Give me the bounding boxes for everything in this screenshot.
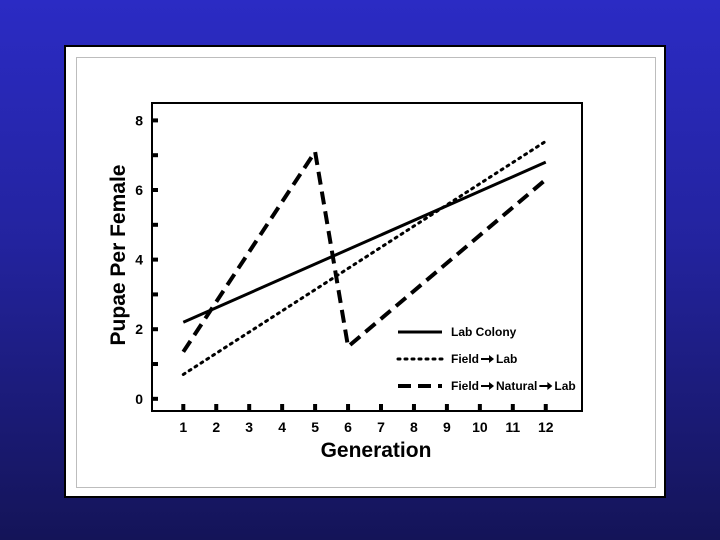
chart-panel xyxy=(76,57,656,488)
series-line-dotted xyxy=(181,139,548,376)
arrow-head-icon xyxy=(547,382,553,390)
y-tick-label: 6 xyxy=(135,182,143,198)
legend-label: Lab xyxy=(496,352,517,366)
legend-label: Natural xyxy=(496,379,537,393)
legend-label: Lab Colony xyxy=(451,325,517,339)
x-axis-title: Generation xyxy=(321,439,432,462)
series-line-dashed xyxy=(181,146,548,353)
legend-label: Lab xyxy=(554,379,575,393)
legend-label: Field xyxy=(451,379,479,393)
x-tick-label: 10 xyxy=(472,419,488,435)
x-tick-label: 3 xyxy=(245,419,253,435)
x-tick-label: 12 xyxy=(538,419,554,435)
y-tick-label: 2 xyxy=(135,321,143,337)
x-tick-label: 1 xyxy=(179,419,187,435)
x-tick-label: 4 xyxy=(278,419,286,435)
y-axis-title: Pupae Per Female xyxy=(107,165,130,346)
series-line-solid xyxy=(182,160,547,324)
x-tick-label: 6 xyxy=(344,419,352,435)
x-tick-label: 8 xyxy=(410,419,418,435)
y-tick-label: 8 xyxy=(135,112,143,128)
arrow-head-icon xyxy=(489,382,495,390)
y-tick-label: 0 xyxy=(135,391,143,407)
y-tick-label: 4 xyxy=(135,252,143,268)
legend-label: Field xyxy=(451,352,479,366)
x-tick-label: 2 xyxy=(212,419,220,435)
x-tick-label: 5 xyxy=(311,419,319,435)
arrow-head-icon xyxy=(489,355,495,363)
plot-area-border xyxy=(151,102,583,412)
x-tick-label: 11 xyxy=(505,419,520,435)
x-tick-label: 7 xyxy=(377,419,385,435)
slide-frame xyxy=(64,45,666,498)
x-tick-label: 9 xyxy=(443,419,451,435)
